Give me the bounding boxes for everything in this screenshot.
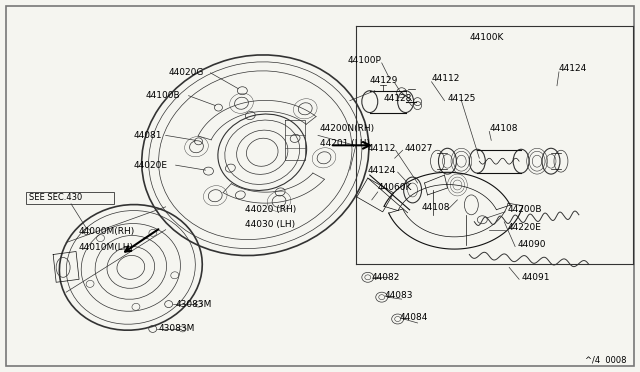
Text: 44201 (LH): 44201 (LH) [320, 139, 370, 148]
Text: 44020G: 44020G [169, 68, 204, 77]
Text: 44020 (RH): 44020 (RH) [245, 205, 296, 214]
Text: 44027: 44027 [404, 144, 433, 153]
Text: 43083M: 43083M [159, 324, 195, 333]
Text: 44129: 44129 [370, 76, 398, 85]
Text: 44200B: 44200B [507, 205, 541, 214]
Text: 44000M(RH): 44000M(RH) [79, 227, 135, 236]
Text: 44081: 44081 [134, 131, 163, 140]
Bar [26, 192, 114, 204]
Text: 44128: 44128 [384, 94, 412, 103]
Text: 44220E: 44220E [507, 223, 541, 232]
Text: 44125: 44125 [447, 94, 476, 103]
Text: 43083M: 43083M [175, 299, 212, 309]
Text: 44090: 44090 [517, 240, 546, 249]
Text: 44020E: 44020E [134, 161, 168, 170]
Text: 44108: 44108 [489, 124, 518, 133]
Text: 44100B: 44100B [146, 91, 180, 100]
Text: 44010M(LH): 44010M(LH) [79, 243, 134, 252]
Text: 44112: 44112 [368, 144, 396, 153]
Text: 44200N(RH): 44200N(RH) [320, 124, 375, 133]
Text: 44030 (LH): 44030 (LH) [245, 220, 296, 229]
Text: 44108: 44108 [422, 203, 450, 212]
Text: 44060K: 44060K [378, 183, 412, 192]
Text: SEE SEC.430: SEE SEC.430 [29, 193, 83, 202]
Text: ^/4  0008: ^/4 0008 [585, 356, 627, 365]
Text: 44083: 44083 [385, 291, 413, 300]
Text: 44100K: 44100K [469, 33, 504, 42]
Bar [357, 178, 394, 212]
Text: 44124: 44124 [368, 166, 396, 174]
Text: 44100P: 44100P [348, 57, 381, 65]
Text: 44091: 44091 [521, 273, 550, 282]
Text: 44124: 44124 [559, 64, 588, 73]
Text: 44084: 44084 [399, 312, 428, 321]
Text: 44112: 44112 [431, 74, 460, 83]
Text: 44082: 44082 [372, 273, 400, 282]
